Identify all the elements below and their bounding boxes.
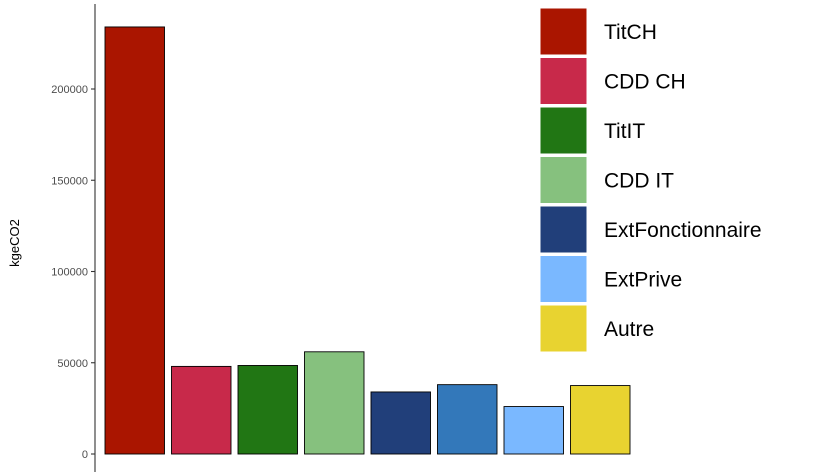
bar-5 <box>370 391 431 455</box>
legend-key-4 <box>539 156 588 204</box>
legend-key-2 <box>539 57 588 105</box>
legend-label-7: Autre <box>604 318 654 341</box>
legend-label-5: ExtFonctionnaire <box>604 219 762 242</box>
legend-key-3 <box>539 106 588 155</box>
bar-2 <box>171 365 232 455</box>
y-axis: 0 50000 100000 150000 200000 <box>51 4 96 472</box>
bar-3 <box>237 365 298 455</box>
bar-1 <box>104 26 165 455</box>
bar-8 <box>570 385 631 455</box>
legend-label-2: CDD CH <box>604 71 686 94</box>
bar-7 <box>503 406 564 455</box>
y-axis-title: kgeCO2 <box>7 219 22 267</box>
y-tick-label: 200000 <box>51 84 88 96</box>
legend-key-1 <box>539 7 588 56</box>
bars <box>104 26 631 455</box>
legend-key-5 <box>539 205 588 254</box>
legend-key-7 <box>539 304 588 353</box>
legend: TitCH CDD CH TitIT CDD IT ExtFonctionnaire Ex… <box>539 7 762 353</box>
bar-4 <box>304 351 365 455</box>
legend-label-1: TitCH <box>604 21 657 44</box>
y-tick-label: 100000 <box>51 267 88 279</box>
legend-label-6: ExtPrive <box>604 269 682 292</box>
legend-label-3: TitIT <box>604 120 645 143</box>
y-tick-label: 50000 <box>57 358 88 370</box>
legend-label-4: CDD IT <box>604 170 674 193</box>
y-ticks: 0 50000 100000 150000 200000 <box>51 84 95 461</box>
legend-key-6 <box>539 255 588 303</box>
y-tick-label: 0 <box>82 449 88 461</box>
bar-6 <box>437 384 498 455</box>
y-tick-label: 150000 <box>51 175 88 187</box>
